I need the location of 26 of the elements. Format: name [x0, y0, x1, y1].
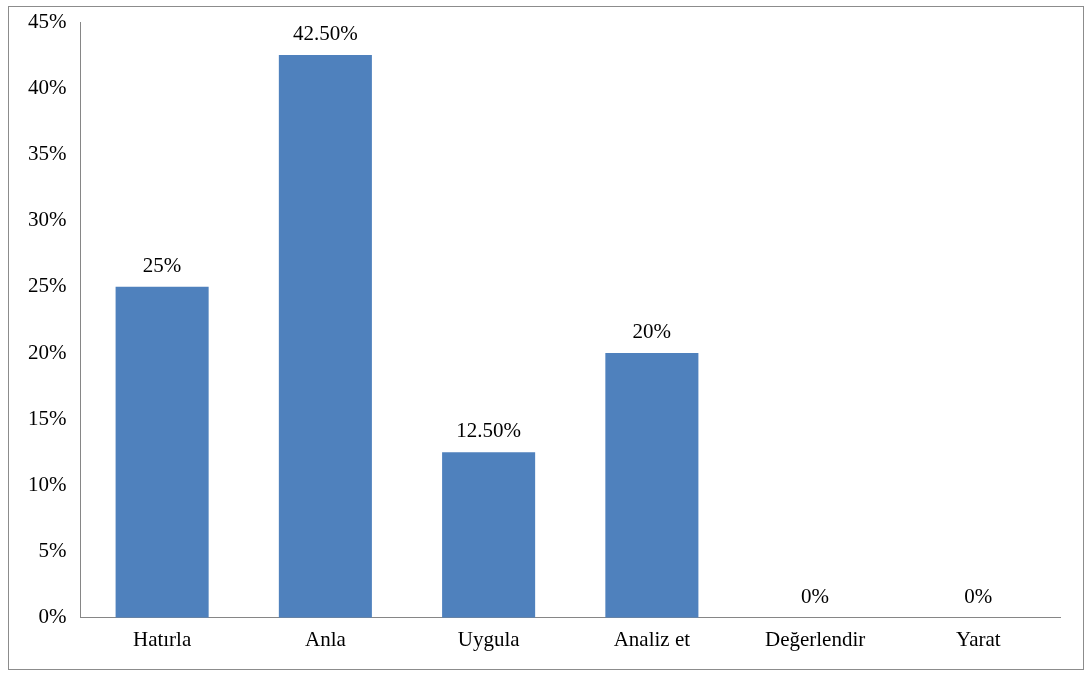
data-label: 20% [632, 319, 672, 344]
bar [442, 452, 536, 618]
data-label: 25% [142, 252, 182, 277]
y-tick-label: 5% [38, 538, 67, 563]
bar [278, 55, 372, 618]
y-tick-label: 40% [27, 74, 67, 99]
data-label: 42.50% [292, 21, 358, 46]
data-label: 0% [801, 583, 830, 608]
bar [605, 353, 699, 618]
y-tick-label: 45% [27, 8, 67, 33]
y-tick-label: 30% [27, 207, 67, 232]
x-tick-label: Hatırla [132, 626, 192, 651]
y-tick-label: 15% [27, 405, 67, 430]
y-tick-label: 20% [27, 339, 67, 364]
y-tick-label: 25% [27, 273, 67, 298]
x-tick-label: Değerlendir [764, 626, 866, 651]
y-tick-label: 10% [27, 471, 67, 496]
x-tick-label: Anla [304, 626, 347, 651]
x-tick-label: Yarat [956, 626, 1001, 651]
data-label: 0% [964, 583, 993, 608]
data-label: 12.50% [456, 418, 521, 443]
bar [115, 286, 209, 618]
y-tick-label: 0% [38, 604, 67, 629]
x-tick-label: Uygula [457, 626, 521, 651]
y-tick-label: 35% [27, 140, 67, 165]
x-tick-label: Analiz et [613, 626, 691, 651]
